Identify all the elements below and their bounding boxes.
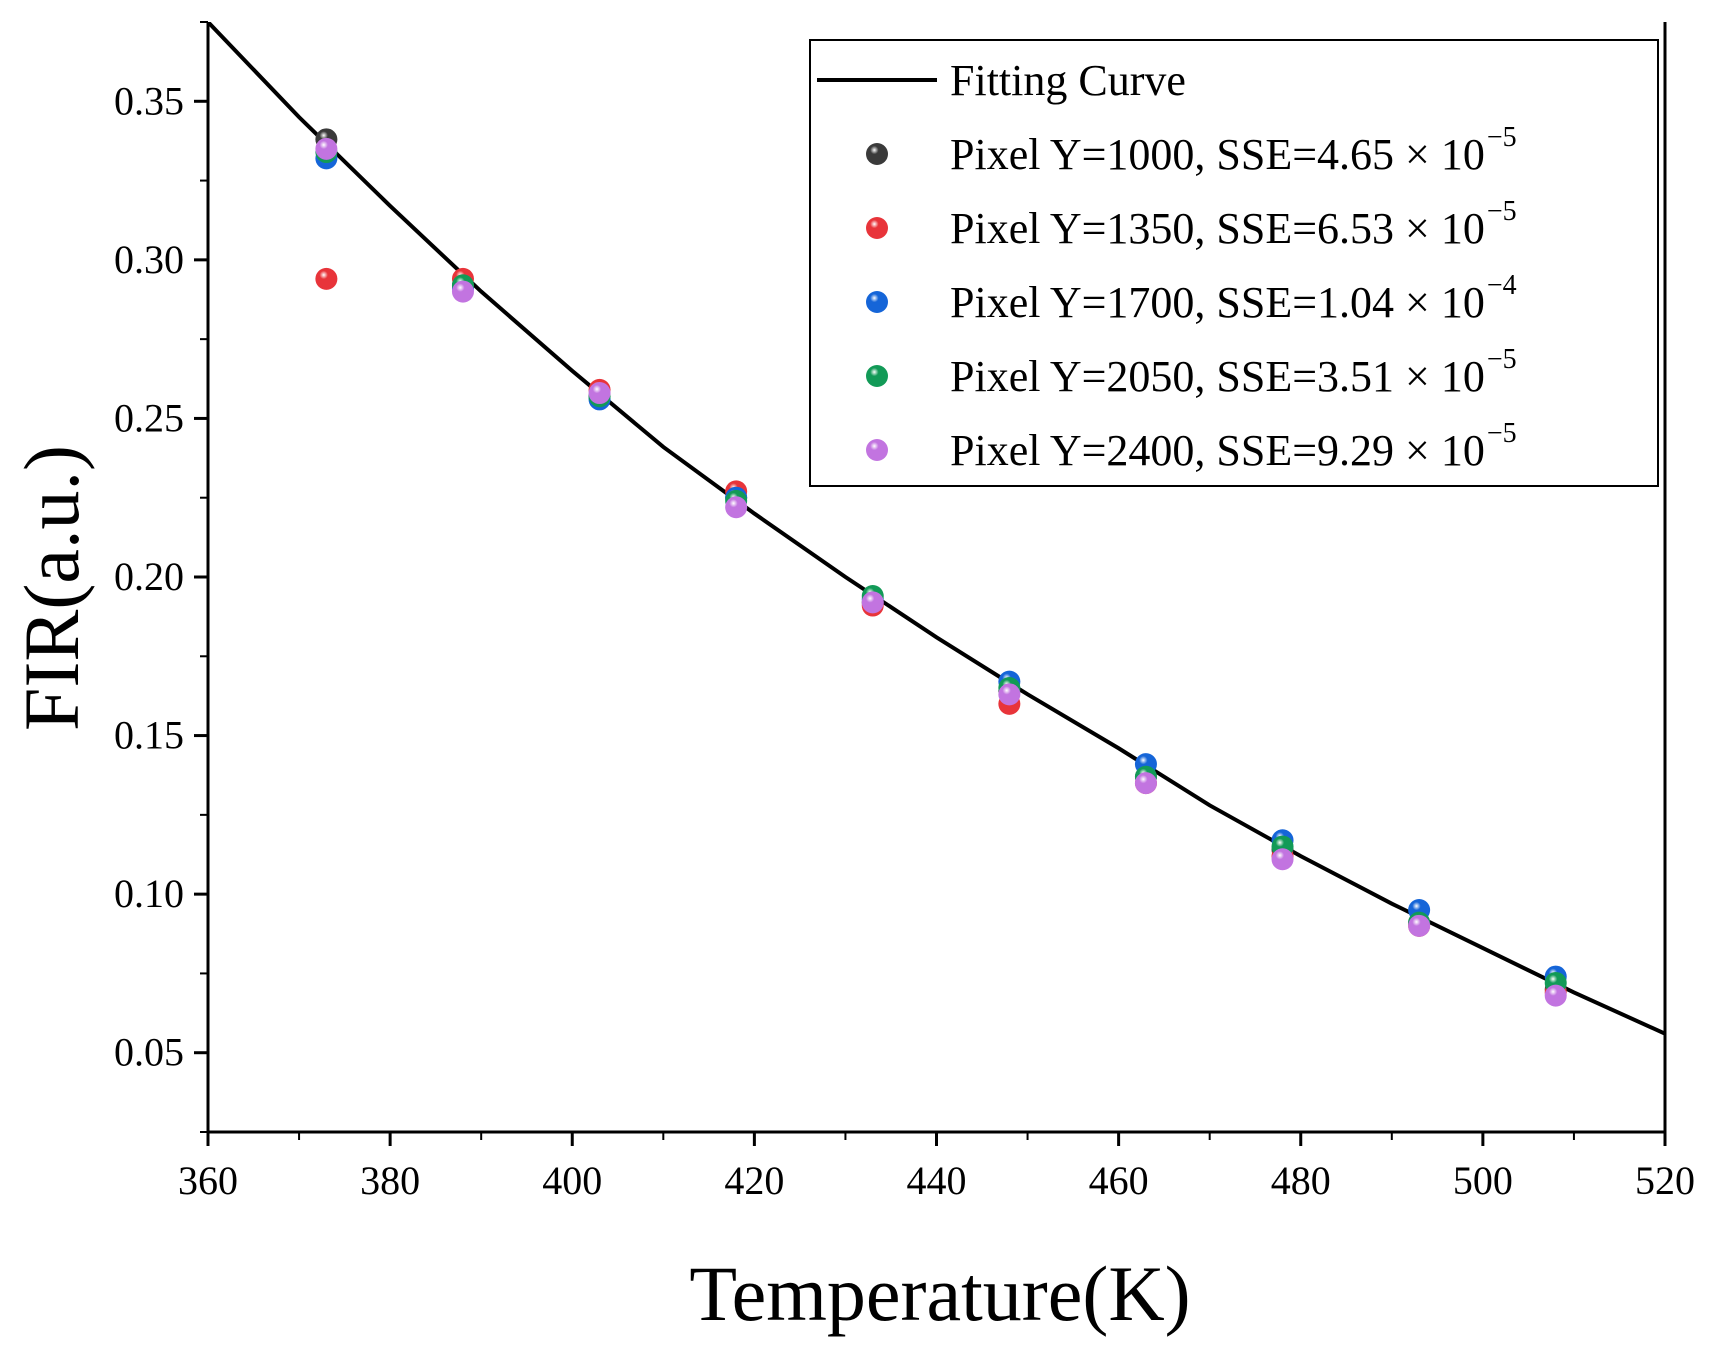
- data-point: [1134, 772, 1157, 795]
- legend-label: Pixel Y=1700, SSE=1.04 × 10: [950, 278, 1485, 327]
- x-axis: 360 380 400 420 440 460 480 500 520: [178, 1130, 1695, 1203]
- y-tick-label: 0.15: [114, 713, 184, 758]
- data-point: [861, 591, 884, 614]
- legend-exponent: −5: [1487, 344, 1517, 375]
- data-point: [315, 267, 338, 290]
- y-tick-label: 0.25: [114, 395, 184, 440]
- x-tick-label: 440: [907, 1158, 967, 1203]
- legend-exponent: −5: [1487, 122, 1517, 153]
- y-tick-label: 0.10: [114, 871, 184, 916]
- series-4-points: [315, 137, 1567, 1007]
- legend-box: [809, 39, 1659, 487]
- y-tick-label: 0.20: [114, 554, 184, 599]
- y-axis: 0.05 0.10 0.15 0.20 0.25 0.30 0.35: [114, 21, 1667, 1133]
- legend-label: Pixel Y=1350, SSE=6.53 × 10: [950, 204, 1485, 253]
- x-axis-title: Temperature(K): [689, 1250, 1190, 1337]
- y-tick-label: 0.35: [114, 78, 184, 123]
- legend: Fitting Curve Pixel Y=1000, SSE=4.65 × 10…: [809, 39, 1659, 487]
- x-tick-label: 520: [1635, 1158, 1695, 1203]
- plot-area: [208, 22, 1665, 1036]
- legend-label: Pixel Y=2400, SSE=9.29 × 10: [950, 426, 1485, 475]
- x-tick-label: 420: [724, 1158, 784, 1203]
- legend-marker: [866, 217, 888, 239]
- y-tick-label: 0.05: [114, 1030, 184, 1075]
- legend-exponent: −5: [1487, 418, 1517, 449]
- legend-marker: [866, 291, 888, 313]
- legend-marker: [866, 365, 888, 387]
- legend-marker: [866, 143, 888, 165]
- legend-marker: [866, 439, 888, 461]
- x-tick-label: 380: [360, 1158, 420, 1203]
- legend-exponent: −4: [1487, 270, 1517, 301]
- data-point: [315, 137, 338, 160]
- data-point: [1271, 848, 1294, 871]
- data-point: [588, 382, 611, 405]
- data-point: [1408, 914, 1431, 937]
- legend-label: Pixel Y=1000, SSE=4.65 × 10: [950, 130, 1485, 179]
- data-point: [998, 683, 1021, 706]
- legend-label: Fitting Curve: [950, 56, 1186, 105]
- data-point: [451, 280, 474, 303]
- y-axis-title: FIR(a.u.): [8, 445, 95, 731]
- data-point: [725, 496, 748, 519]
- x-tick-label: 500: [1453, 1158, 1513, 1203]
- x-tick-label: 480: [1271, 1158, 1331, 1203]
- y-tick-label: 0.30: [114, 237, 184, 282]
- x-tick-label: 360: [178, 1158, 238, 1203]
- legend-exponent: −5: [1487, 196, 1517, 227]
- x-tick-label: 460: [1089, 1158, 1149, 1203]
- data-point: [1544, 984, 1567, 1007]
- legend-label: Pixel Y=2050, SSE=3.51 × 10: [950, 352, 1485, 401]
- x-tick-label: 400: [542, 1158, 602, 1203]
